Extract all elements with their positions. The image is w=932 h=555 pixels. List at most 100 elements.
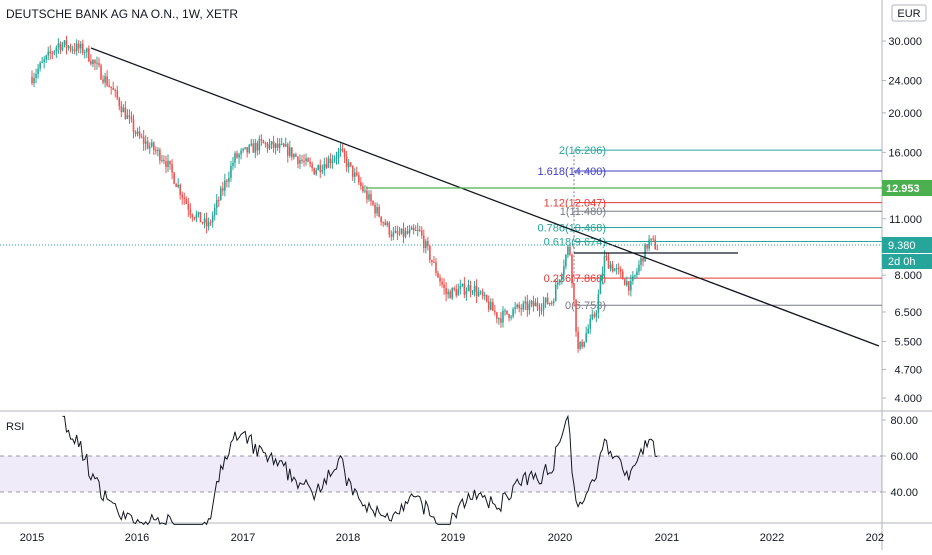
currency-box[interactable] bbox=[891, 4, 927, 22]
candle-body bbox=[390, 234, 393, 237]
time-tick-label: 202 bbox=[866, 532, 884, 544]
candle-body bbox=[213, 207, 216, 216]
candle-body bbox=[510, 316, 512, 318]
last-price-text: 9.380 bbox=[888, 240, 916, 252]
candle-body bbox=[197, 212, 200, 215]
candle-body bbox=[581, 341, 583, 347]
candle-body bbox=[199, 212, 202, 223]
candle-body bbox=[514, 307, 516, 309]
candle-body bbox=[418, 229, 421, 231]
rsi-pane[interactable] bbox=[0, 412, 882, 522]
candle-body bbox=[325, 164, 328, 168]
time-axis[interactable]: 2015 2016 2017 2018 2019 2020 2021 2022 202 bbox=[20, 532, 884, 544]
candle-body bbox=[384, 222, 387, 225]
candle-body bbox=[319, 165, 322, 172]
candle-body bbox=[398, 233, 401, 235]
candle-body bbox=[333, 158, 336, 161]
candle-body bbox=[506, 310, 508, 315]
candle-body bbox=[148, 146, 151, 149]
candle-body bbox=[282, 143, 285, 147]
candle-body bbox=[496, 312, 498, 319]
level-price-tag bbox=[882, 180, 932, 196]
candle-body bbox=[75, 43, 78, 52]
candle-body bbox=[575, 299, 577, 332]
price-pane[interactable] bbox=[0, 0, 882, 410]
candle-body bbox=[98, 62, 100, 66]
candle-body bbox=[102, 79, 104, 83]
fib-extension[interactable]: 2(16.206) 1.618(14.400) 1.12(12.047)1(11.4… bbox=[538, 145, 883, 312]
candle-body bbox=[376, 207, 378, 214]
candle-body bbox=[100, 65, 102, 80]
trendline[interactable] bbox=[90, 47, 880, 347]
fib-level-label: 0.618(9.674) bbox=[544, 237, 606, 249]
candle-body bbox=[534, 302, 537, 307]
candle-body bbox=[573, 283, 575, 300]
candle-body bbox=[556, 282, 559, 285]
candle-body bbox=[167, 160, 169, 168]
candle-body bbox=[341, 148, 344, 151]
candle-body bbox=[621, 271, 624, 280]
time-tick-label: 2022 bbox=[760, 532, 784, 544]
candle-body bbox=[90, 61, 92, 65]
candle-body bbox=[132, 119, 135, 132]
candle-body bbox=[638, 264, 640, 272]
candle-body bbox=[483, 295, 486, 297]
candle-body bbox=[378, 207, 380, 217]
candle-body bbox=[39, 62, 41, 69]
candle-body bbox=[455, 289, 458, 296]
candle-body bbox=[469, 285, 472, 293]
candle-body bbox=[203, 218, 206, 223]
candle-body bbox=[615, 267, 618, 269]
rsi-axis[interactable]: 80.00 60.00 40.00 bbox=[882, 415, 918, 499]
candle-body bbox=[447, 291, 449, 295]
candle-body bbox=[345, 156, 348, 168]
candle-body bbox=[303, 160, 305, 162]
candle-body bbox=[648, 239, 650, 249]
candle-body bbox=[623, 279, 626, 286]
price-tick-label: 6.500 bbox=[894, 307, 922, 319]
candle-body bbox=[301, 159, 303, 161]
symbol-title[interactable]: DEUTSCHE BANK AG NA O.N., 1W, XETR bbox=[6, 7, 238, 21]
candle-body bbox=[360, 182, 362, 186]
candle-body bbox=[591, 314, 594, 320]
candle-body bbox=[422, 235, 425, 249]
candle-body bbox=[169, 160, 171, 165]
candle-body bbox=[481, 291, 484, 297]
candle-body bbox=[520, 308, 523, 310]
candle-body bbox=[246, 147, 248, 153]
candle-body bbox=[144, 141, 147, 144]
candle-body bbox=[502, 310, 504, 323]
fib-level-label: 0(6.753) bbox=[565, 300, 606, 312]
candle-body bbox=[81, 43, 84, 53]
candle-body bbox=[171, 164, 173, 173]
candle-body bbox=[554, 284, 557, 302]
candle-body bbox=[516, 304, 518, 308]
candle-body bbox=[86, 48, 88, 53]
candle-body bbox=[307, 158, 309, 162]
candle-body bbox=[189, 209, 192, 215]
candle-body bbox=[544, 297, 547, 303]
candle-body bbox=[437, 272, 439, 278]
candle-body bbox=[392, 232, 395, 237]
candle-body bbox=[88, 48, 90, 62]
candle-body bbox=[177, 184, 179, 187]
candle-body bbox=[646, 244, 648, 249]
candle-body bbox=[114, 89, 117, 91]
candle-body bbox=[61, 44, 64, 50]
candle-body bbox=[337, 151, 340, 158]
candle-body bbox=[593, 314, 596, 317]
candle-body bbox=[128, 115, 131, 117]
candle-body bbox=[443, 284, 445, 288]
candle-body bbox=[595, 312, 598, 317]
candle-body bbox=[599, 279, 602, 295]
candle-body bbox=[134, 131, 137, 134]
rsi-label[interactable]: RSI bbox=[6, 421, 24, 433]
candle-body bbox=[427, 240, 429, 247]
candle-body bbox=[31, 76, 33, 84]
candle-body bbox=[228, 177, 230, 182]
price-axis[interactable]: 30.00024.00020.00016.00013.00011.0009.50… bbox=[882, 36, 922, 405]
candle-body bbox=[394, 230, 397, 233]
candle-body bbox=[104, 76, 106, 83]
